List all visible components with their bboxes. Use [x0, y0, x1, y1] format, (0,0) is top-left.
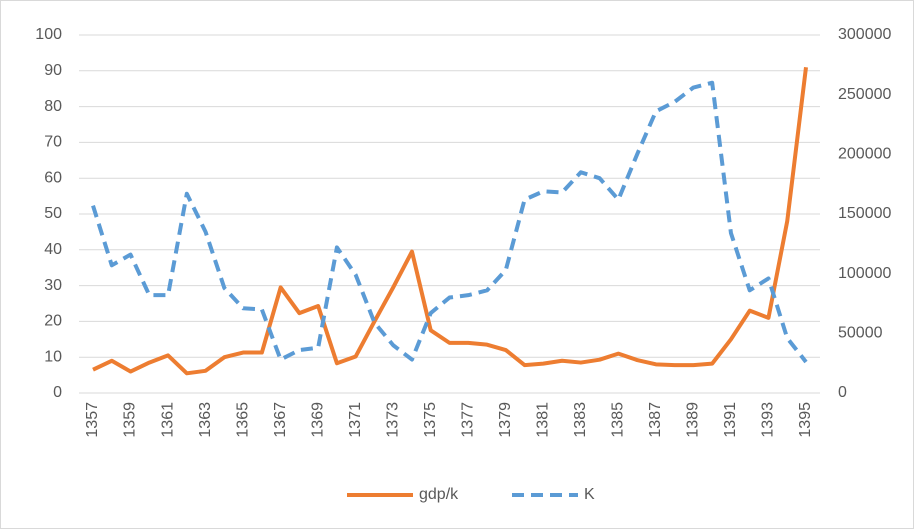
y2-tick-label: 0	[838, 384, 847, 401]
x-tick-label: 1381	[535, 402, 552, 438]
x-tick-label: 1361	[159, 402, 176, 438]
legend-label: K	[584, 486, 595, 503]
y2-tick-label: 100000	[838, 265, 891, 282]
y2-tick-label: 200000	[838, 146, 891, 163]
x-tick-label: 1385	[610, 402, 627, 438]
y-tick-label: 100	[35, 26, 62, 43]
x-tick-label: 1359	[122, 402, 139, 438]
line-series	[92, 66, 808, 376]
x-tick-label: 1393	[760, 402, 777, 438]
x-tick-label: 1391	[722, 402, 739, 438]
y-tick-label: 40	[44, 241, 62, 258]
y-tick-label: 60	[44, 169, 62, 186]
x-tick-label: 1357	[84, 402, 101, 438]
y-tick-label: 30	[44, 277, 62, 294]
x-tick-label: 1377	[459, 402, 476, 438]
x-tick-label: 1383	[572, 402, 589, 438]
y-tick-label: 90	[44, 62, 62, 79]
x-tick-label: 1365	[234, 402, 251, 438]
y-tick-label: 70	[44, 134, 62, 151]
y-tick-label: 10	[44, 348, 62, 365]
x-tick-label: 1367	[272, 402, 289, 438]
y2-tick-label: 300000	[838, 26, 891, 43]
y-tick-label: 80	[44, 98, 62, 115]
x-tick-label: 1375	[422, 402, 439, 438]
x-tick-label: 1373	[384, 402, 401, 438]
x-tick-label: 1395	[797, 402, 814, 438]
legend-label: gdp/k	[419, 486, 459, 503]
y2-tick-label: 250000	[838, 86, 891, 103]
x-tick-label: 1387	[647, 402, 664, 438]
y2-tick-label: 150000	[838, 205, 891, 222]
y-tick-label: 20	[44, 313, 62, 330]
y-tick-label: 0	[53, 384, 62, 401]
x-tick-label: 1363	[197, 402, 214, 438]
y-tick-label: 50	[44, 205, 62, 222]
x-tick-label: 1371	[347, 402, 364, 438]
line-series	[91, 80, 808, 364]
x-tick-label: 1369	[309, 402, 326, 438]
y2-tick-label: 50000	[838, 325, 883, 342]
x-tick-label: 1379	[497, 402, 514, 438]
x-tick-label: 1389	[685, 402, 702, 438]
